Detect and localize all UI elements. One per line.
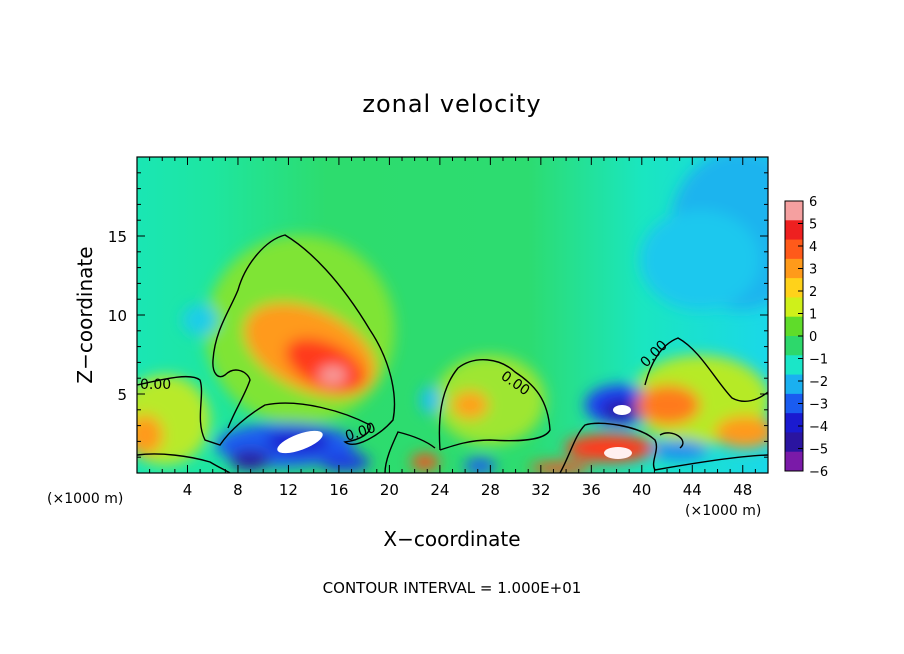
colorbar-tick-label: 6: [809, 195, 817, 210]
colorbar-swatch: [785, 297, 803, 318]
x-tick-label: 16: [329, 481, 348, 499]
white-core-right-lower: [604, 447, 632, 459]
x-tick-label: 28: [481, 481, 500, 499]
colorbar-swatch: [785, 432, 803, 453]
heatmap-blobs: [137, 157, 768, 473]
colorbar-tick-label: −5: [809, 443, 828, 458]
colorbar-swatch: [785, 278, 803, 298]
x-tick-label: 20: [380, 481, 399, 499]
colorbar-swatch: [785, 258, 803, 279]
x-tick-label: 36: [582, 481, 601, 499]
colorbar-tick-label: −3: [809, 398, 828, 413]
chart-title: zonal velocity: [362, 90, 541, 118]
x-tick-label: 8: [233, 481, 243, 499]
colorbar-swatch: [785, 220, 803, 241]
colorbar: 6 5 4 3 2 1 0 −1 −2 −3 −4 −5 −6: [784, 195, 828, 480]
colorbar-swatch: [785, 201, 803, 221]
contour-middle-bump: [384, 431, 436, 473]
y-tick-label: 5: [117, 386, 127, 404]
contour-right-loop: [659, 432, 684, 449]
x-tick-label: 48: [733, 481, 752, 499]
x-unit-left: (×1000 m): [47, 491, 123, 507]
x-tick-label: 40: [632, 481, 651, 499]
colorbar-tick-label: −4: [809, 420, 828, 435]
y-tick-label: 10: [108, 307, 127, 325]
colorbar-swatch: [785, 374, 803, 395]
colorbar-tick-label: −6: [809, 465, 828, 480]
colorbar-swatch: [785, 393, 803, 414]
y-tick-label: 15: [108, 228, 127, 246]
colorbar-tick-label: 2: [809, 285, 817, 300]
x-tick-label: 4: [183, 481, 193, 499]
heatmap-field: 0.00 0.00 0.00 0.00: [137, 157, 768, 473]
x-tick-label: 12: [279, 481, 298, 499]
y-axis-label: Z−coordinate: [73, 246, 97, 383]
contour-interval-note: CONTOUR INTERVAL = 1.000E+01: [323, 579, 582, 597]
colorbar-tick-label: 0: [809, 330, 817, 345]
contour-middle: [438, 359, 551, 451]
white-core-left: [277, 430, 323, 454]
x-tick-label: 32: [531, 481, 550, 499]
contour-right-upper: [644, 337, 768, 402]
x-unit-right: (×1000 m): [685, 503, 761, 519]
white-core-right-upper: [613, 405, 631, 415]
colorbar-swatch: [785, 413, 803, 433]
contour-right: [559, 422, 768, 473]
colorbar-tick-label: 4: [809, 240, 817, 255]
colorbar-tick-label: 5: [809, 218, 817, 233]
x-axis-label: X−coordinate: [383, 527, 520, 551]
colorbar-swatch: [785, 316, 803, 337]
contour-label-1: 0.00: [140, 377, 171, 393]
colorbar-tick-label: −2: [809, 375, 828, 390]
colorbar-swatch: [785, 451, 803, 472]
contour-left: [137, 234, 396, 446]
colorbar-swatch: [785, 355, 803, 376]
colorbar-swatch: [785, 239, 803, 260]
colorbar-tick-label: −1: [809, 353, 828, 368]
colorbar-tick-label: 1: [809, 308, 817, 323]
colorbar-swatch: [785, 336, 803, 356]
x-tick-label: 44: [683, 481, 702, 499]
colorbar-tick-label: 3: [809, 263, 817, 278]
x-tick-label: 24: [430, 481, 449, 499]
